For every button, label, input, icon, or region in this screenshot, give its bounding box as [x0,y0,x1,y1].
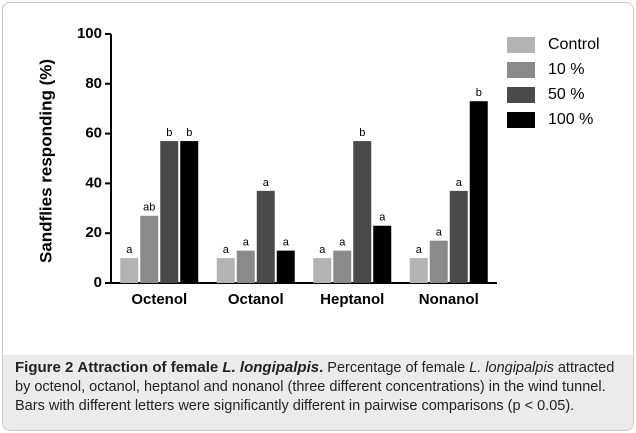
bar-letter: a [416,244,423,256]
x-tick-label: Octenol [131,291,187,308]
bar-letter: b [186,127,192,139]
legend-swatch [507,87,535,103]
caption-title: . [319,359,324,376]
bar [276,250,295,283]
bar [216,258,235,283]
legend-swatch [507,112,535,128]
bar-letter: a [223,244,230,256]
x-tick-label: Heptanol [320,291,384,308]
caption-label: Figure 2 [15,359,74,376]
caption: Figure 2 Attraction of female L. longipa… [3,355,633,430]
bar-letter: a [283,237,290,249]
bar [353,141,372,283]
y-tick-label: 20 [85,224,102,241]
bar-letter: a [436,227,443,239]
bar [140,215,159,283]
bar-letter: a [379,212,386,224]
y-tick-label: 0 [94,274,102,291]
bar-letter: a [263,177,270,189]
caption-body: L. longipalpis [469,360,554,376]
bar-letter: a [243,237,250,249]
legend-label: Control [548,36,600,53]
y-tick-label: 40 [85,174,102,191]
bar-letter: a [126,244,133,256]
bar [256,190,275,283]
y-tick-label: 80 [85,75,102,92]
bar [449,190,468,283]
bar [313,258,332,283]
caption-body: Percentage of female [327,360,470,376]
bar [409,258,428,283]
caption-title: L. longipalpis [222,359,320,376]
x-tick-label: Octanol [228,291,284,308]
bar [373,225,392,283]
legend-label: 10 % [548,61,584,78]
y-tick-label: 60 [85,125,102,142]
bar [236,250,255,283]
bar-letter: a [456,177,463,189]
legend-label: 50 % [548,86,584,103]
bar-letter: b [359,127,365,139]
legend-swatch [507,62,535,78]
bar [160,141,179,283]
bar-letter: a [319,244,326,256]
bar [469,101,488,283]
bar-letter: b [166,127,172,139]
chart: Sandflies responding (%) 0 20 40 60 80 100 Oct… [36,25,600,308]
bar-letter: b [476,87,482,99]
bar-letter: ab [143,202,155,214]
bar [333,250,352,283]
bar [429,240,448,283]
legend-swatch [507,37,535,53]
caption-title: Attraction of female [77,359,223,376]
y-tick-label: 100 [77,25,102,42]
bar [120,258,139,283]
bar-letter: a [339,237,346,249]
x-tick-label: Nonanol [419,291,479,308]
legend-label: 100 % [548,111,593,128]
caption-body: attracted by octenol, octanol, heptanol … [15,360,615,414]
y-axis-label: Sandflies responding (%) [36,59,55,263]
bar [180,141,199,283]
